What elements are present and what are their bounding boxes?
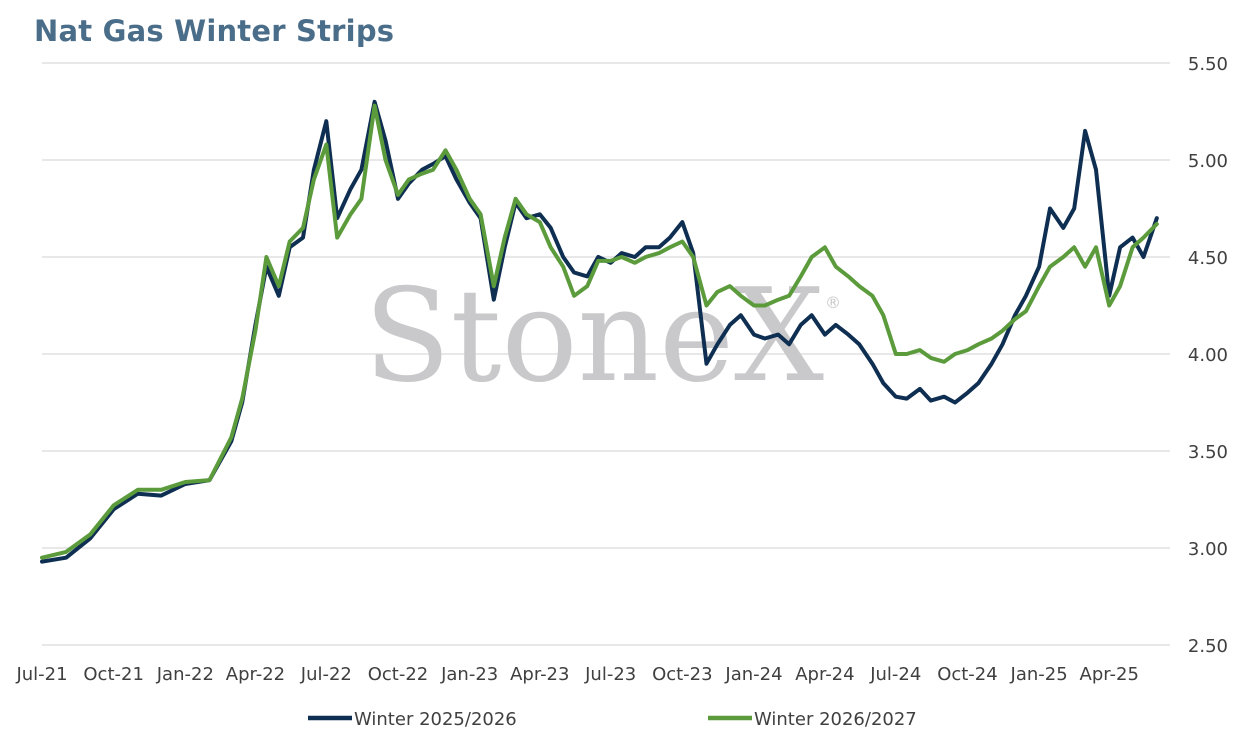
y-tick-label: 3.50 <box>1188 442 1228 463</box>
x-axis: Jul-21 Oct-21 Jan-22 Apr-22 Jul-22 Oct-22 Jan-… <box>15 664 1138 685</box>
x-tick-label: Jul-24 <box>869 664 921 685</box>
x-tick-label: Oct-22 <box>368 664 429 685</box>
y-tick-label: 4.00 <box>1188 345 1228 366</box>
y-axis: 2.50 3.00 3.50 4.00 4.50 5.00 5.50 <box>1188 54 1228 657</box>
x-tick-label: Oct-21 <box>83 664 144 685</box>
x-tick-label: Jul-22 <box>300 664 352 685</box>
x-tick-label: Jul-21 <box>15 664 67 685</box>
x-tick-label: Oct-23 <box>652 664 713 685</box>
x-tick-label: Oct-24 <box>937 664 998 685</box>
legend-label: Winter 2025/2026 <box>354 709 517 730</box>
x-tick-label: Jan-24 <box>724 664 782 685</box>
x-tick-label: Jan-23 <box>440 664 498 685</box>
y-tick-label: 4.50 <box>1188 248 1228 269</box>
series-lines <box>40 99 1159 564</box>
x-tick-label: Apr-22 <box>226 664 285 685</box>
watermark-logo: StoneX ® <box>364 262 841 411</box>
y-tick-label: 3.00 <box>1188 539 1228 560</box>
x-tick-label: Apr-25 <box>1080 664 1139 685</box>
x-tick-label: Jan-22 <box>156 664 214 685</box>
watermark-text: StoneX <box>364 262 824 411</box>
registered-mark: ® <box>825 293 841 312</box>
chart-title: Nat Gas Winter Strips <box>34 14 395 48</box>
y-tick-label: 5.00 <box>1188 151 1228 172</box>
legend-label: Winter 2026/2027 <box>754 709 917 730</box>
x-tick-label: Jul-23 <box>584 664 636 685</box>
x-tick-label: Jan-25 <box>1010 664 1068 685</box>
legend: Winter 2025/2026 Winter 2026/2027 <box>308 709 917 730</box>
y-tick-label: 5.50 <box>1188 54 1228 75</box>
y-tick-label: 2.50 <box>1188 636 1228 657</box>
x-tick-label: Apr-24 <box>795 664 854 685</box>
gridlines <box>42 62 1170 646</box>
x-tick-label: Apr-23 <box>510 664 569 685</box>
